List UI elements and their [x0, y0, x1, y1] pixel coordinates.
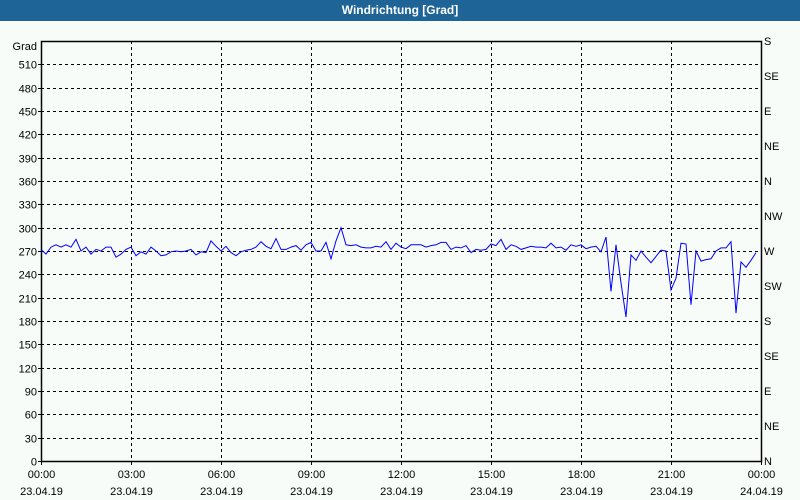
y-tick-label: 0 — [31, 457, 37, 469]
y2-tick-label: SE — [764, 351, 779, 363]
plot-frame — [40, 40, 763, 463]
y-tick-label: 180 — [19, 317, 37, 329]
y2-tick-label: E — [764, 106, 771, 118]
y-tick-label: 390 — [19, 154, 37, 166]
x-tick-date: 23.04.19 — [110, 486, 153, 498]
x-tick-date: 23.04.19 — [470, 486, 513, 498]
x-tick-date: 23.04.19 — [650, 486, 693, 498]
y2-tick-label: SE — [764, 71, 779, 83]
grid — [41, 41, 761, 461]
x-tick-time: 18:00 — [568, 469, 596, 481]
y-tick-label: 300 — [19, 224, 37, 236]
x-tick-date: 23.04.19 — [20, 486, 63, 498]
y2-tick-label: N — [764, 176, 772, 188]
x-tick-time: 21:00 — [658, 469, 686, 481]
y-tick-label: 150 — [19, 340, 37, 352]
x-tick-date: 24.04.19 — [740, 486, 783, 498]
x-tick-time: 06:00 — [208, 469, 236, 481]
y-tick-label: 420 — [19, 130, 37, 142]
x-tick-date: 23.04.19 — [560, 486, 603, 498]
y2-tick-label: S — [764, 316, 771, 328]
y-tick-label: 60 — [25, 410, 37, 422]
y-tick-label: 210 — [19, 294, 37, 306]
tick-labels: 0 30 60 90 120 150 180 210 240 270 300 330 360 390 420… — [19, 36, 783, 498]
y-tick-label: 480 — [19, 84, 37, 96]
y2-tick-label: NW — [764, 211, 783, 223]
x-tick-time: 12:00 — [388, 469, 416, 481]
x-tick-date: 23.04.19 — [200, 486, 243, 498]
series — [40, 226, 757, 318]
y-tick-label: 330 — [19, 200, 37, 212]
x-tick-date: 23.04.19 — [380, 486, 423, 498]
window-title: Windrichtung [Grad] — [0, 0, 800, 21]
y-axis-label: Grad — [13, 41, 37, 53]
y2-tick-label: S — [764, 36, 771, 48]
y2-tick-label: NE — [764, 421, 779, 433]
y-tick-label: 90 — [25, 387, 37, 399]
y2-tick-label: N — [764, 456, 772, 468]
y-tick-label: 360 — [19, 177, 37, 189]
x-tick-time: 09:00 — [298, 469, 326, 481]
x-tick-time: 00:00 — [28, 469, 56, 481]
y-tick-label: 240 — [19, 270, 37, 282]
x-tick-date: 23.04.19 — [290, 486, 333, 498]
y2-tick-label: W — [764, 246, 775, 258]
axes — [38, 40, 763, 465]
y2-tick-label: SW — [764, 281, 782, 293]
y-tick-label: 120 — [19, 364, 37, 376]
y-tick-label: 270 — [19, 247, 37, 259]
x-tick-time: 00:00 — [748, 469, 776, 481]
y-tick-label: 510 — [19, 60, 37, 72]
x-tick-time: 15:00 — [478, 469, 506, 481]
wind-direction-line — [40, 226, 757, 318]
x-tick-time: 03:00 — [118, 469, 146, 481]
y2-tick-label: E — [764, 386, 771, 398]
y2-tick-label: NE — [764, 141, 779, 153]
y-tick-label: 450 — [19, 107, 37, 119]
y-tick-label: 30 — [25, 434, 37, 446]
